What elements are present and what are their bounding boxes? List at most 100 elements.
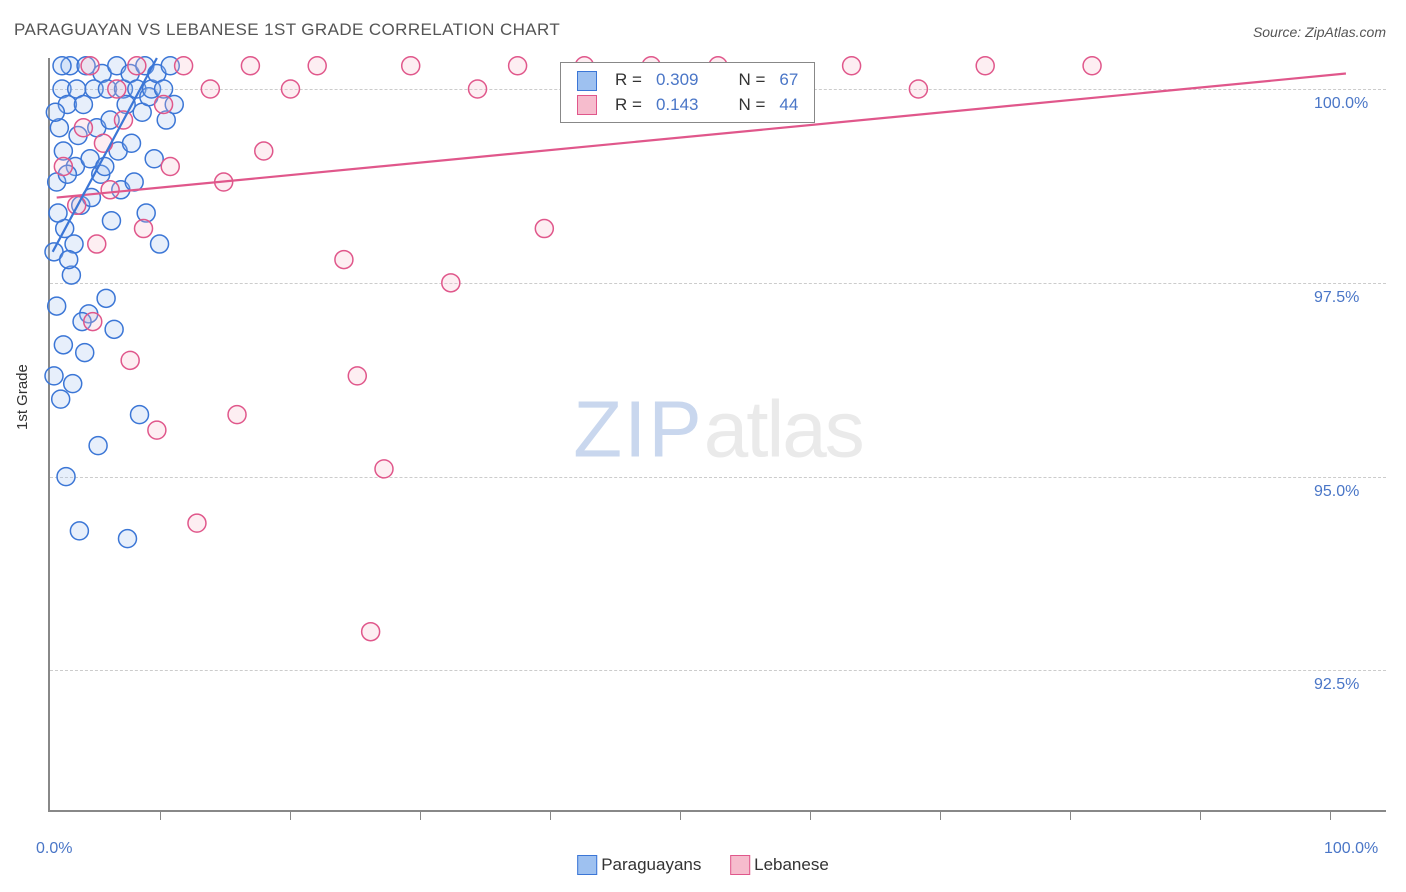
scatter-point-lebanese xyxy=(161,158,179,176)
y-tick-label: 95.0% xyxy=(1314,483,1359,501)
legend-label-lebanese: Lebanese xyxy=(754,855,829,875)
scatter-point-lebanese xyxy=(909,80,927,98)
scatter-point-paraguayans xyxy=(48,297,66,315)
scatter-point-lebanese xyxy=(228,406,246,424)
scatter-point-lebanese xyxy=(281,80,299,98)
x-tick xyxy=(290,810,291,820)
chart-title: PARAGUAYAN VS LEBANESE 1ST GRADE CORRELA… xyxy=(14,20,560,40)
scatter-point-lebanese xyxy=(335,251,353,269)
scatter-point-paraguayans xyxy=(125,173,143,191)
r-label: R = xyxy=(609,94,648,117)
scatter-point-paraguayans xyxy=(45,367,63,385)
scatter-point-lebanese xyxy=(54,158,72,176)
x-min-label: 0.0% xyxy=(36,840,72,858)
x-tick xyxy=(550,810,551,820)
scatter-point-paraguayans xyxy=(151,235,169,253)
scatter-point-lebanese xyxy=(535,220,553,238)
scatter-point-lebanese xyxy=(509,57,527,75)
legend-label-paraguayans: Paraguayans xyxy=(601,855,701,875)
scatter-point-lebanese xyxy=(121,351,139,369)
x-tick xyxy=(1200,810,1201,820)
y-tick-label: 100.0% xyxy=(1314,95,1368,113)
scatter-point-paraguayans xyxy=(131,406,149,424)
scatter-point-paraguayans xyxy=(70,522,88,540)
bottom-legend: Paraguayans Lebanese xyxy=(565,855,841,880)
r-value-paraguayans: 0.309 xyxy=(650,69,705,92)
r-label: R = xyxy=(609,69,648,92)
scatter-point-lebanese xyxy=(148,421,166,439)
scatter-point-lebanese xyxy=(94,134,112,152)
scatter-point-paraguayans xyxy=(49,204,67,222)
scatter-point-lebanese xyxy=(201,80,219,98)
scatter-point-lebanese xyxy=(88,235,106,253)
scatter-point-paraguayans xyxy=(118,530,136,548)
x-tick xyxy=(810,810,811,820)
scatter-point-lebanese xyxy=(976,57,994,75)
scatter-point-lebanese xyxy=(348,367,366,385)
scatter-point-lebanese xyxy=(308,57,326,75)
scatter-point-paraguayans xyxy=(74,96,92,114)
scatter-point-lebanese xyxy=(128,57,146,75)
scatter-point-lebanese xyxy=(101,181,119,199)
correlation-legend: R = 0.309 N = 67 R = 0.143 N = 44 xyxy=(560,62,815,123)
x-tick xyxy=(1330,810,1331,820)
n-value-paraguayans: 67 xyxy=(773,69,804,92)
scatter-point-paraguayans xyxy=(97,289,115,307)
swatch-paraguayans xyxy=(577,71,597,91)
scatter-point-lebanese xyxy=(188,514,206,532)
scatter-point-lebanese xyxy=(402,57,420,75)
x-max-label: 100.0% xyxy=(1324,840,1378,858)
scatter-point-paraguayans xyxy=(60,251,78,269)
source-value: ZipAtlas.com xyxy=(1305,24,1386,40)
n-label: N = xyxy=(732,69,771,92)
n-label: N = xyxy=(732,94,771,117)
scatter-point-lebanese xyxy=(175,57,193,75)
scatter-point-paraguayans xyxy=(64,375,82,393)
scatter-point-lebanese xyxy=(74,119,92,137)
legend-item-paraguayans: Paraguayans xyxy=(577,855,701,875)
scatter-point-paraguayans xyxy=(145,150,163,168)
scatter-point-lebanese xyxy=(108,80,126,98)
scatter-point-paraguayans xyxy=(57,468,75,486)
swatch-lebanese xyxy=(577,95,597,115)
x-tick xyxy=(420,810,421,820)
scatter-point-paraguayans xyxy=(105,320,123,338)
scatter-point-paraguayans xyxy=(46,103,64,121)
plot-area: ZIPatlas R = 0.309 N = 67 R = 0.143 N = … xyxy=(48,58,1386,812)
scatter-point-paraguayans xyxy=(53,57,71,75)
y-tick-label: 97.5% xyxy=(1314,289,1359,307)
source-credit: Source: ZipAtlas.com xyxy=(1253,24,1386,40)
scatter-point-lebanese xyxy=(469,80,487,98)
x-tick xyxy=(160,810,161,820)
scatter-point-lebanese xyxy=(362,623,380,641)
scatter-point-lebanese xyxy=(442,274,460,292)
scatter-point-lebanese xyxy=(241,57,259,75)
swatch-paraguayans-icon xyxy=(577,855,597,875)
legend-item-lebanese: Lebanese xyxy=(730,855,829,875)
scatter-point-lebanese xyxy=(84,313,102,331)
scatter-point-lebanese xyxy=(1083,57,1101,75)
scatter-point-paraguayans xyxy=(89,437,107,455)
r-value-lebanese: 0.143 xyxy=(650,94,705,117)
scatter-point-lebanese xyxy=(155,96,173,114)
swatch-lebanese-icon xyxy=(730,855,750,875)
x-tick xyxy=(680,810,681,820)
x-tick xyxy=(1070,810,1071,820)
y-axis-label: 1st Grade xyxy=(14,364,31,430)
scatter-point-lebanese xyxy=(135,220,153,238)
n-value-lebanese: 44 xyxy=(773,94,804,117)
y-tick-label: 92.5% xyxy=(1314,676,1359,694)
scatter-svg xyxy=(50,58,1386,810)
scatter-point-lebanese xyxy=(255,142,273,160)
scatter-point-paraguayans xyxy=(52,390,70,408)
scatter-point-lebanese xyxy=(375,460,393,478)
scatter-point-lebanese xyxy=(843,57,861,75)
corr-row-lebanese: R = 0.143 N = 44 xyxy=(571,94,804,117)
source-label: Source: xyxy=(1253,24,1305,40)
scatter-point-paraguayans xyxy=(102,212,120,230)
scatter-point-paraguayans xyxy=(122,134,140,152)
scatter-point-paraguayans xyxy=(54,336,72,354)
corr-row-paraguayans: R = 0.309 N = 67 xyxy=(571,69,804,92)
scatter-point-paraguayans xyxy=(76,344,94,362)
scatter-point-lebanese xyxy=(81,57,99,75)
